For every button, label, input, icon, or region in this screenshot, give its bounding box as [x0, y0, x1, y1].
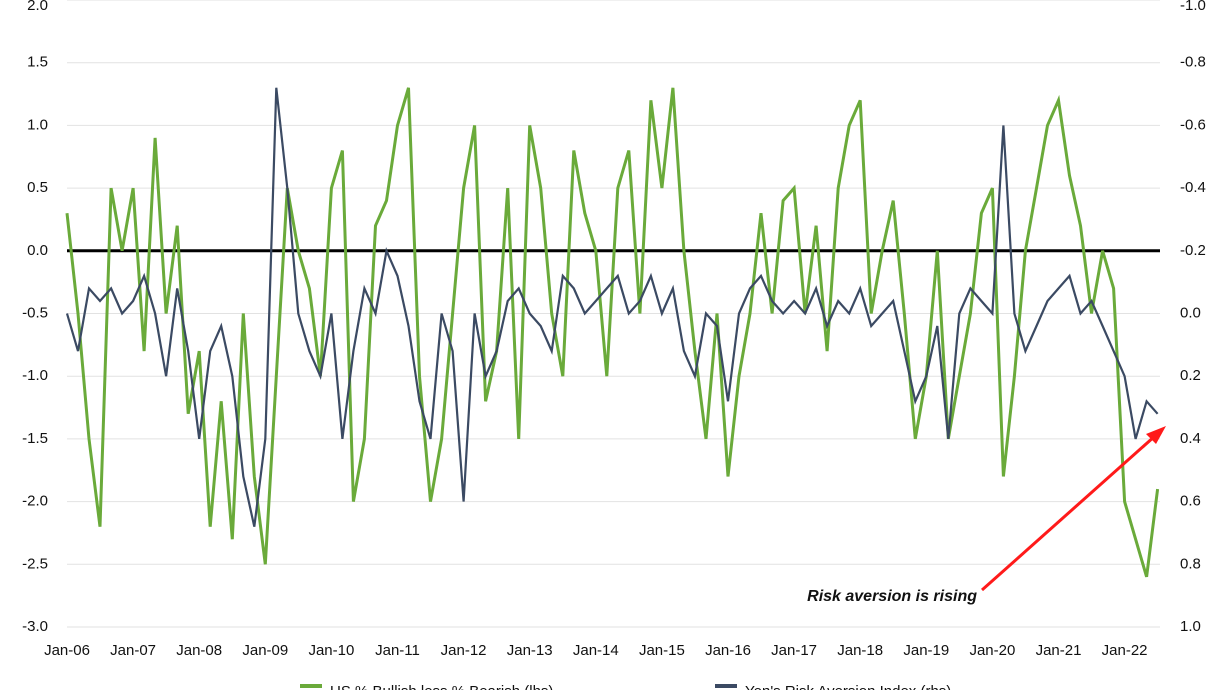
x-tick-label: Jan-13 — [507, 642, 553, 659]
x-tick-label: Jan-17 — [771, 642, 817, 659]
y-tick-label: -3.0 — [22, 618, 48, 635]
y-tick-label: 0.5 — [27, 179, 48, 196]
x-tick-label: Jan-08 — [176, 642, 222, 659]
x-tick-label: Jan-07 — [110, 642, 156, 659]
y2-tick-label: 0.8 — [1180, 555, 1201, 572]
y2-tick-label: -0.8 — [1180, 54, 1206, 71]
annotation-arrow — [981, 434, 1156, 592]
legend-swatch — [300, 684, 322, 688]
y2-tick-label: 1.0 — [1180, 618, 1201, 635]
y-tick-label: -2.0 — [22, 493, 48, 510]
x-tick-label: Jan-11 — [375, 642, 420, 659]
line-series — [65, 87, 1160, 578]
x-tick-label: Jan-18 — [837, 642, 883, 659]
x-tick-label: Jan-19 — [903, 642, 949, 659]
x-tick-label: Jan-06 — [44, 642, 90, 659]
y2-tick-label: -1.0 — [1180, 0, 1206, 14]
x-tick-label: Jan-14 — [573, 642, 619, 659]
x-tick-label: Jan-12 — [441, 642, 487, 659]
y-tick-label: -1.0 — [22, 367, 48, 384]
x-tick-label: Jan-22 — [1102, 642, 1148, 659]
x-tick-label: Jan-21 — [1036, 642, 1082, 659]
plot: 2.0 1.5 1.0 0.5 0.0 -0.5 -1.0 -1.5 -2.0 -2.5 -3.0 -… — [22, 0, 1206, 690]
x-tick-label: Jan-10 — [308, 642, 354, 659]
y2-tick-label: 0.2 — [1180, 367, 1201, 384]
legend-swatch — [715, 684, 737, 688]
y-tick-label: -2.5 — [22, 555, 48, 572]
y-tick-label: -1.5 — [22, 430, 48, 447]
y-tick-label: 0.0 — [27, 242, 48, 259]
annotation: Risk aversion is rising — [807, 588, 977, 605]
y2-tick-label: -0.2 — [1180, 242, 1206, 259]
y2-tick-label: -0.6 — [1180, 116, 1206, 133]
y2-tick-label: 0.6 — [1180, 493, 1201, 510]
y-tick-label: 1.5 — [27, 54, 48, 71]
y2-tick-label: 0.4 — [1180, 430, 1201, 447]
arrow-head — [1146, 426, 1166, 444]
line-series — [65, 87, 1159, 527]
x-tick-label: Jan-16 — [705, 642, 751, 659]
x-tick-label: Jan-15 — [639, 642, 685, 659]
y-tick-label: 1.0 — [27, 116, 48, 133]
x-tick-label: Jan-09 — [242, 642, 288, 659]
y-tick-label: 2.0 — [27, 0, 48, 14]
legend-label: US % Bullish less % Bearish (lhs) — [330, 683, 553, 690]
x-tick-label: Jan-20 — [969, 642, 1015, 659]
y2-tick-label: 0.0 — [1180, 304, 1201, 321]
legend-label: Yen's Risk Aversion Index (rhs) — [745, 683, 951, 690]
y2-tick-label: -0.4 — [1180, 179, 1206, 196]
y-tick-label: -0.5 — [22, 304, 48, 321]
